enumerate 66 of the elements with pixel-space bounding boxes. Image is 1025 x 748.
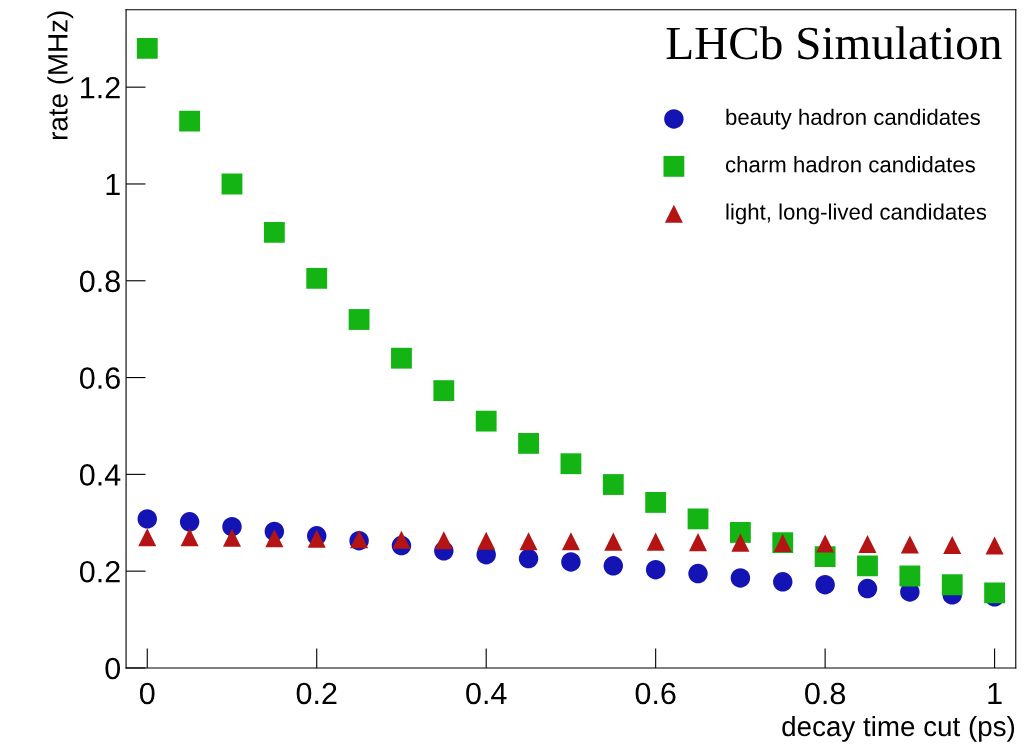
x-tick-label: 0.2 xyxy=(296,682,337,705)
point xyxy=(475,410,497,432)
point xyxy=(222,528,242,547)
point xyxy=(646,532,665,551)
point xyxy=(858,535,877,554)
x-tick-label: 0 xyxy=(139,682,155,705)
point xyxy=(348,309,370,330)
point xyxy=(857,578,878,599)
point xyxy=(731,533,750,552)
y-tick-label: 0 xyxy=(105,657,121,680)
point xyxy=(730,568,751,588)
x-tick-label: 0.4 xyxy=(466,682,507,705)
point xyxy=(857,555,878,577)
point xyxy=(136,38,158,59)
y-tick-label: 1.2 xyxy=(81,76,120,99)
point xyxy=(434,531,453,550)
y-tick-label: 0.8 xyxy=(79,270,120,293)
point xyxy=(602,474,624,495)
point xyxy=(561,552,581,572)
point xyxy=(645,492,667,513)
legend-label: beauty hadron candidates xyxy=(726,108,980,130)
point xyxy=(943,536,962,555)
point xyxy=(773,572,793,592)
point xyxy=(433,380,455,402)
x-tick-label: 1 xyxy=(988,682,1002,704)
point xyxy=(816,534,835,553)
point xyxy=(519,532,538,551)
point xyxy=(392,530,411,549)
point xyxy=(391,347,412,369)
x-axis-title: decay time cut (ps) xyxy=(782,715,1015,742)
x-tick-label: 0.6 xyxy=(635,682,676,705)
point xyxy=(477,531,496,550)
point xyxy=(688,563,708,584)
point xyxy=(137,509,157,529)
point xyxy=(985,536,1004,555)
y-tick-label: 0.4 xyxy=(79,464,121,486)
point xyxy=(306,267,328,289)
point xyxy=(221,173,243,195)
point xyxy=(518,548,539,569)
annotation: LHCb Simulation xyxy=(666,26,1002,60)
point xyxy=(689,533,708,552)
point xyxy=(265,529,284,548)
x-tick-label: 0.8 xyxy=(805,682,846,705)
point xyxy=(900,535,919,554)
point xyxy=(645,559,666,580)
point xyxy=(179,110,201,132)
point xyxy=(560,453,582,475)
point xyxy=(180,528,199,547)
point xyxy=(899,565,921,587)
point xyxy=(603,556,624,576)
point xyxy=(222,516,242,537)
point xyxy=(138,528,157,547)
point xyxy=(518,432,539,454)
point xyxy=(815,574,835,595)
point xyxy=(604,532,623,551)
y-tick-label: 0.2 xyxy=(79,560,120,583)
point xyxy=(263,221,285,243)
point xyxy=(179,512,200,532)
point xyxy=(941,574,963,596)
point xyxy=(687,508,709,530)
legend-label: charm hadron candidates xyxy=(725,156,975,173)
point xyxy=(561,532,580,551)
y-tick-label: 0.6 xyxy=(79,367,120,389)
y-tick-label: 1 xyxy=(106,174,120,196)
legend-label: light, long-lived candidates xyxy=(726,203,987,225)
y-axis-title: rate (MHz) xyxy=(47,11,74,140)
